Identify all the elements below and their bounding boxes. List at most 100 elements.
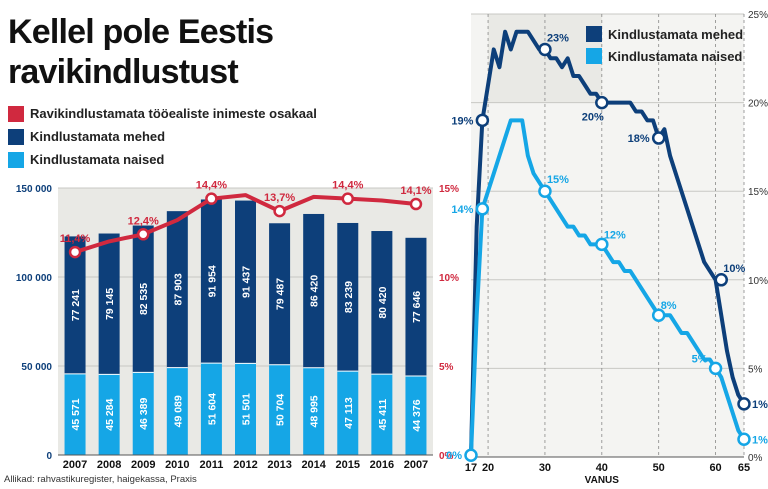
bar-women (235, 363, 256, 455)
bar-men (64, 236, 86, 374)
bar-men (303, 213, 325, 368)
share-marker (205, 192, 218, 205)
bar-label-women: 51 604 (206, 393, 218, 425)
bar-label-men: 91 437 (241, 266, 253, 298)
share-data-label: 14,1% (400, 185, 431, 197)
share-marker (136, 228, 150, 241)
age-data-label-women: 1% (752, 434, 768, 446)
bar-men (405, 237, 427, 377)
bar-women (405, 376, 427, 455)
legend-swatch-dark-blue (586, 26, 602, 42)
bar-label-men: 79 487 (275, 278, 287, 310)
age-marker-men (737, 397, 751, 411)
right-y-tick-label: 25% (748, 10, 768, 21)
legend-item-share: Ravikindlustamata tööealiste inimeste os… (8, 104, 348, 124)
bar-label-men: 82 535 (138, 283, 150, 315)
age-data-label-women: 15% (547, 174, 569, 186)
x-tick-label-year: 2009 (131, 459, 155, 471)
share-data-label: 12,4% (128, 215, 159, 227)
bar-label-women: 49 089 (172, 395, 184, 427)
bar-label-women: 44 376 (411, 399, 423, 431)
bar-women (269, 364, 291, 455)
share-marker (273, 204, 286, 218)
age-data-label-men: 19% (451, 115, 473, 127)
share-data-label: 14,4% (332, 180, 363, 192)
share-data-label: 11,4% (60, 233, 91, 245)
bar-label-men: 77 241 (70, 289, 82, 321)
age-data-label-men: 10% (723, 263, 745, 275)
age-marker-men (595, 95, 609, 110)
source-note: Allikad: rahvastikuregister, haigekassa,… (4, 474, 197, 485)
bar-men (98, 233, 120, 375)
legend-label: Ravikindlustamata tööealiste inimeste os… (30, 106, 317, 121)
x-tick-label-year: 2016 (370, 459, 394, 471)
age-data-label-men: 20% (582, 112, 604, 124)
legend-item-women: Kindlustamata naised (8, 150, 348, 170)
legend-label: Kindlustamata mehed (30, 129, 166, 144)
legend-swatch-light-blue (8, 152, 24, 168)
bar-label-women: 45 411 (377, 399, 389, 431)
bar-women (371, 374, 393, 455)
bar-women (98, 374, 120, 455)
right-x-tick-label: 20 (482, 462, 494, 474)
bar-women (200, 363, 222, 455)
age-marker-women (538, 184, 552, 198)
age-line-women (469, 118, 746, 456)
legend-swatch-dark-blue (8, 129, 24, 145)
age-marker-women (464, 448, 478, 462)
bar-men (371, 231, 393, 375)
x-tick-label-year: 2015 (336, 459, 360, 471)
age-marker-women (708, 361, 723, 376)
age-marker-women (475, 202, 490, 216)
right-y-tick-label: 15% (748, 187, 768, 198)
age-data-label-women: 5% (692, 353, 708, 365)
y-left-tick-label: 0 (46, 451, 52, 462)
right-y-tick-label: 0% (748, 453, 763, 464)
bar-men (166, 211, 188, 368)
bar-label-men: 79 145 (104, 288, 116, 320)
title-line-1: Kellel pole Eestis (8, 13, 274, 51)
right-x-tick-label: 17 (465, 462, 477, 474)
right-x-tick-label: 65 (738, 462, 750, 474)
age-marker-men (475, 113, 490, 128)
bar-label-women: 50 704 (275, 394, 287, 426)
age-data-label-women: 8% (661, 300, 677, 312)
title-line-2: ravikindlustust (8, 53, 239, 91)
bar-label-women: 51 501 (241, 393, 253, 425)
age-data-label-women: 12% (604, 229, 626, 241)
age-marker-men (538, 42, 552, 57)
share-marker (341, 192, 355, 205)
bar-label-men: 91 954 (206, 265, 218, 297)
age-marker-women (651, 308, 666, 322)
age-data-label-men: 1% (752, 399, 768, 411)
legend-swatch-red (8, 106, 24, 122)
bar-women (337, 371, 359, 455)
y-left-tick-label: 150 000 (16, 184, 53, 195)
bar-label-women: 45 571 (70, 398, 82, 430)
legend-label: Kindlustamata naised (30, 152, 165, 167)
right-x-tick-label: 40 (596, 462, 608, 474)
bar-label-men: 86 420 (309, 275, 321, 307)
bar-women (64, 373, 86, 455)
x-tick-label-year: 2007 (404, 459, 428, 471)
x-tick-label-year: 2012 (233, 459, 257, 471)
age-data-label-women: 0% (446, 450, 462, 462)
right-x-tick-label: 50 (653, 462, 665, 474)
bar-men (200, 199, 222, 364)
right-y-tick-label: 20% (748, 99, 768, 110)
age-data-label-women: 14% (451, 204, 473, 216)
y-left-tick-label: 100 000 (16, 273, 53, 284)
bar-women (166, 367, 188, 455)
y-right-tick-label: 15% (439, 184, 459, 195)
bar-men (337, 222, 359, 372)
bar-label-women: 47 113 (343, 397, 355, 429)
x-tick-label-year: 2011 (199, 459, 223, 471)
age-marker-men (651, 131, 666, 145)
y-right-tick-label: 5% (439, 362, 454, 373)
y-right-tick-label: 0% (439, 451, 454, 462)
y-left-tick-label: 50 000 (21, 362, 52, 373)
bar-label-women: 45 284 (104, 398, 116, 430)
age-data-label-men: 18% (628, 133, 650, 145)
bar-label-women: 46 389 (138, 398, 150, 430)
